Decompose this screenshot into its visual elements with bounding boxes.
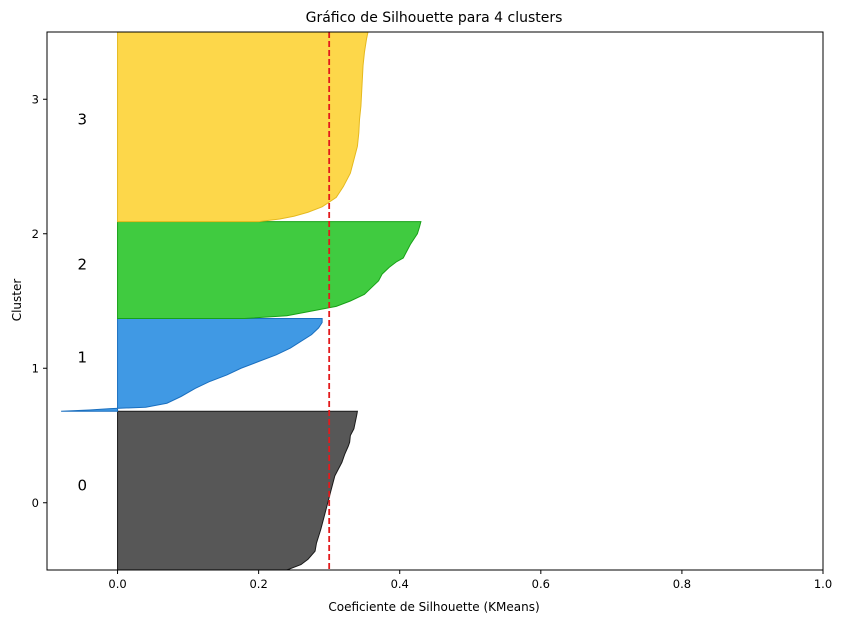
x-tick-label: 0.8	[673, 577, 691, 591]
x-axis-label: Coeficiente de Silhouette (KMeans)	[328, 600, 539, 614]
x-tick-label: 1.0	[814, 577, 832, 591]
y-tick-label: 2	[32, 227, 39, 241]
cluster-1-silhouette	[61, 317, 323, 412]
cluster-0-silhouette	[117, 410, 358, 570]
x-tick-label: 0.4	[391, 577, 409, 591]
plot-area: 0 1 2 3	[61, 32, 422, 570]
y-tick-label: 3	[32, 92, 39, 106]
y-tick-label: 0	[32, 496, 39, 510]
y-tick-label: 1	[32, 361, 39, 375]
cluster-2-label: 2	[77, 256, 87, 274]
cluster-3-label: 3	[77, 110, 87, 128]
cluster-3-silhouette	[117, 32, 369, 223]
x-tick-label: 0.2	[249, 577, 267, 591]
chart-title: Gráfico de Silhouette para 4 clusters	[306, 10, 563, 26]
cluster-2-silhouette	[117, 221, 422, 319]
cluster-1-label: 1	[77, 348, 87, 366]
cluster-0-label: 0	[77, 476, 87, 494]
axes: 0.0 0.2 0.4 0.6 0.8 1.0 0 1 2 3	[32, 31, 832, 591]
y-axis-label: Cluster	[10, 279, 24, 322]
x-tick-label: 0.0	[108, 577, 126, 591]
x-tick-label: 0.6	[532, 577, 550, 591]
plot-frame	[46, 31, 824, 571]
